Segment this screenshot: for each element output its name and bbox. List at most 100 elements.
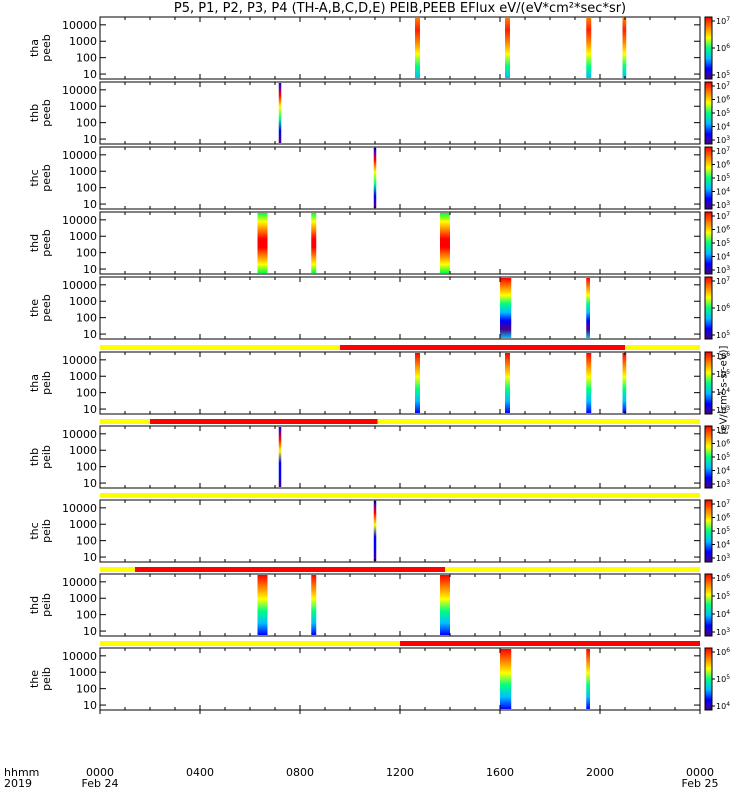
colorbar-tick-label: 106 bbox=[716, 573, 730, 583]
panel-frame bbox=[99, 573, 701, 637]
colorbar-tick-label: 104 bbox=[716, 609, 730, 619]
panel-ylabel: thd peeb bbox=[28, 229, 53, 257]
colorbar-title: [eV/(cm²-s-sr-eV)] bbox=[718, 345, 730, 435]
y-tick-label: 10 bbox=[83, 477, 97, 490]
panel-frame bbox=[99, 647, 701, 711]
colorbar-tick-label: 103 bbox=[716, 405, 730, 415]
spectrogram-burst bbox=[440, 213, 450, 273]
y-tick-label: 100 bbox=[76, 182, 97, 195]
colorbar bbox=[704, 573, 713, 637]
y-tick-label: 100 bbox=[76, 247, 97, 260]
panel-ylabel-probe: thd bbox=[28, 234, 41, 252]
y-tick-label: 10000 bbox=[62, 84, 97, 97]
colorbar-tick-label: 107 bbox=[716, 276, 730, 286]
spectrogram-burst bbox=[505, 353, 510, 413]
colorbar bbox=[704, 647, 713, 711]
colorbar-tick-label: 104 bbox=[716, 252, 730, 262]
y-tick-label: 10000 bbox=[62, 576, 97, 589]
y-tick-label: 10 bbox=[83, 68, 97, 81]
x-tick-label: 2000 bbox=[586, 766, 614, 779]
x-tick-label: 0000 bbox=[686, 766, 714, 779]
y-tick-label: 1000 bbox=[69, 230, 97, 243]
y-tick-label: 100 bbox=[76, 461, 97, 474]
colorbar-tick-label: 105 bbox=[716, 173, 730, 183]
colorbar-tick-label: 107 bbox=[716, 425, 730, 435]
y-tick-label: 10 bbox=[83, 263, 97, 276]
colorbar-tick-label: 105 bbox=[716, 70, 730, 80]
panel-ylabel: tha peib bbox=[28, 371, 53, 395]
panel-ylabel: thb peib bbox=[28, 445, 53, 469]
colorbar-tick-label: 105 bbox=[716, 369, 730, 379]
spectrogram-burst bbox=[311, 575, 317, 635]
colorbar-tick-label: 105 bbox=[716, 330, 730, 340]
y-tick-label: 10 bbox=[83, 133, 97, 146]
colorbar-tick-label: 105 bbox=[716, 674, 730, 684]
y-tick-label: 100 bbox=[76, 683, 97, 696]
mode-bar-segment bbox=[150, 493, 700, 498]
panel-frame bbox=[99, 351, 701, 415]
panel-ylabel-probe: the bbox=[28, 670, 41, 688]
panel-frame bbox=[99, 81, 701, 145]
spectrogram-burst bbox=[500, 278, 512, 338]
panel-ylabel-probe: the bbox=[28, 299, 41, 317]
colorbar-tick-label: 106 bbox=[716, 513, 730, 523]
colorbar-tick-label: 104 bbox=[716, 540, 730, 550]
colorbar-tick-label: 105 bbox=[716, 591, 730, 601]
panel-ylabel-probe: thc bbox=[28, 522, 41, 539]
colorbar bbox=[704, 146, 713, 210]
colorbar-tick-label: 106 bbox=[716, 351, 730, 361]
colorbar-tick-label: 104 bbox=[716, 387, 730, 397]
colorbar bbox=[704, 211, 713, 275]
panel-frame bbox=[99, 146, 701, 210]
panel-ylabel-probe: thd bbox=[28, 596, 41, 614]
colorbar-tick-label: 103 bbox=[716, 479, 730, 489]
spectrogram-burst bbox=[440, 575, 450, 635]
colorbar-tick-label: 106 bbox=[716, 647, 730, 657]
colorbar-tick-label: 103 bbox=[716, 135, 730, 145]
panel-frame bbox=[99, 276, 701, 340]
colorbar-tick-label: 103 bbox=[716, 627, 730, 637]
y-tick-label: 10 bbox=[83, 625, 97, 638]
y-tick-label: 100 bbox=[76, 609, 97, 622]
colorbar-tick-label: 105 bbox=[716, 452, 730, 462]
colorbar bbox=[704, 499, 713, 563]
x-axis-year-label: 2019 bbox=[4, 777, 32, 790]
panel-ylabel-probe: thb bbox=[28, 448, 41, 466]
spectrogram-burst bbox=[257, 575, 268, 635]
panel-ylabel: tha peeb bbox=[28, 34, 53, 62]
mode-bar-segment bbox=[625, 345, 700, 350]
colorbar-tick-label: 107 bbox=[716, 146, 730, 156]
panel-frame bbox=[99, 499, 701, 563]
y-tick-label: 10000 bbox=[62, 502, 97, 515]
panel-ylabel: the peeb bbox=[28, 294, 53, 322]
y-tick-label: 100 bbox=[76, 117, 97, 130]
y-tick-label: 10000 bbox=[62, 19, 97, 32]
y-tick-label: 10000 bbox=[62, 279, 97, 292]
panel-ylabel-product: peeb bbox=[40, 34, 53, 62]
panel-ylabel-product: peeb bbox=[40, 229, 53, 257]
spectrogram-burst bbox=[586, 278, 590, 338]
x-tick-label: 1200 bbox=[386, 766, 414, 779]
spectrogram-burst bbox=[415, 353, 420, 413]
mode-bar-segment bbox=[100, 567, 135, 572]
spectrogram-burst bbox=[500, 649, 512, 709]
y-tick-label: 1000 bbox=[69, 165, 97, 178]
y-tick-label: 1000 bbox=[69, 100, 97, 113]
y-tick-label: 100 bbox=[76, 52, 97, 65]
y-tick-label: 10000 bbox=[62, 214, 97, 227]
x-end-date-label: Feb 25 bbox=[681, 777, 719, 790]
y-tick-label: 1000 bbox=[69, 370, 97, 383]
mode-bar-segment bbox=[100, 419, 150, 424]
chart-title: P5, P1, P2, P3, P4 (TH-A,B,C,D,E) PEIB,P… bbox=[173, 1, 627, 16]
panel-frame bbox=[99, 211, 701, 275]
y-tick-label: 10000 bbox=[62, 428, 97, 441]
colorbar-tick-label: 106 bbox=[716, 160, 730, 170]
y-tick-label: 1000 bbox=[69, 35, 97, 48]
mode-bar-segment bbox=[100, 641, 400, 646]
colorbar-tick-label: 105 bbox=[716, 238, 730, 248]
panel-ylabel-product: peeb bbox=[40, 99, 53, 127]
y-tick-label: 100 bbox=[76, 387, 97, 400]
x-tick-label: 1600 bbox=[486, 766, 514, 779]
panel-ylabel-product: peib bbox=[40, 371, 53, 395]
